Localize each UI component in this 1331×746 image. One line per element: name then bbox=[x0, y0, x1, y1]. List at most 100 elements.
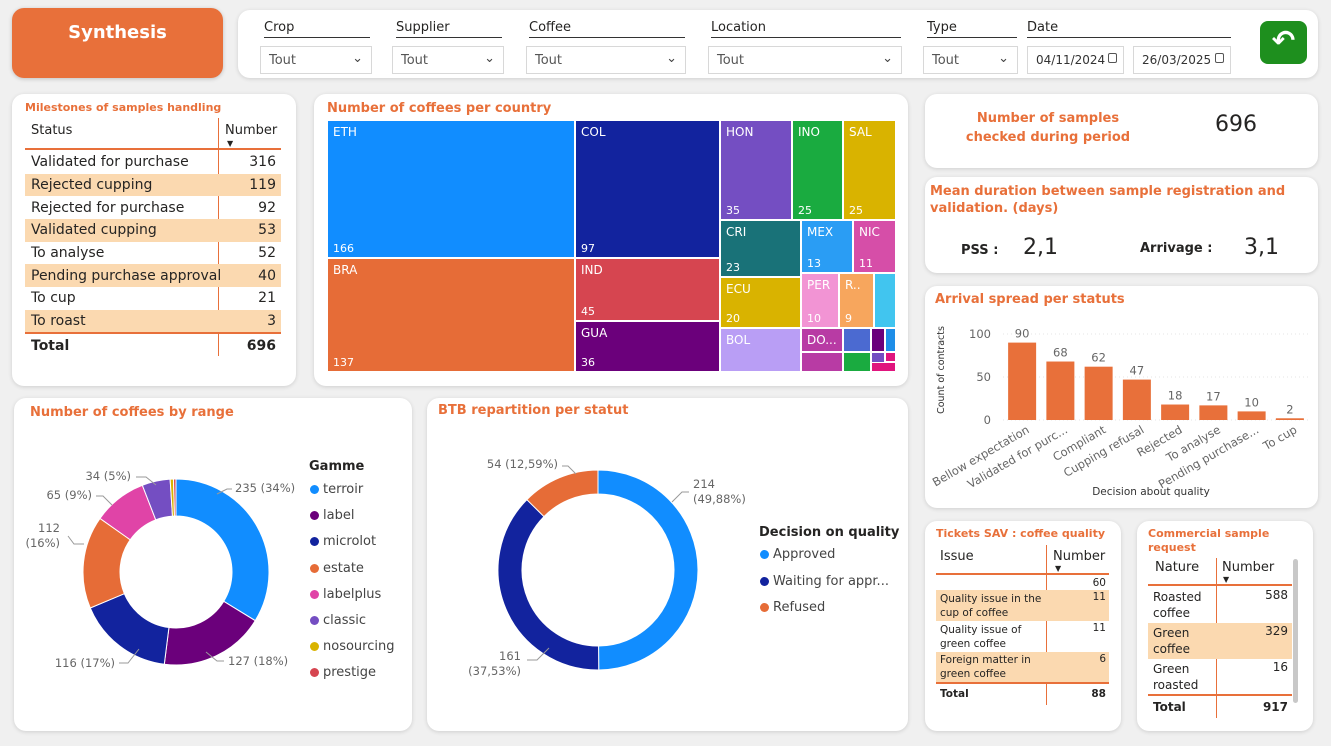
legend-item[interactable]: estate bbox=[310, 561, 364, 576]
type-filter-select[interactable]: Tout ⌄ bbox=[923, 46, 1018, 74]
tile-name: HON bbox=[726, 125, 754, 139]
treemap-tile[interactable]: BOL bbox=[720, 328, 801, 372]
treemap-tile[interactable]: COL 97 bbox=[575, 120, 720, 258]
legend-item[interactable]: Waiting for appr... bbox=[760, 574, 889, 589]
legend-dot bbox=[310, 485, 319, 494]
donut-slice[interactable] bbox=[175, 478, 270, 622]
table-row[interactable]: Foreign matter in green coffee 6 bbox=[936, 652, 1109, 683]
table-row[interactable]: Green coffee 329 bbox=[1148, 623, 1292, 659]
bar[interactable] bbox=[1161, 404, 1190, 420]
donut-slice[interactable] bbox=[89, 593, 170, 665]
bar[interactable] bbox=[1008, 342, 1037, 420]
legend-label: Waiting for appr... bbox=[773, 573, 889, 589]
number-column-header[interactable]: Number bbox=[225, 123, 278, 138]
treemap-tile-small[interactable] bbox=[843, 328, 871, 352]
milestones-title: Milestones of samples handling bbox=[25, 101, 222, 114]
bar[interactable] bbox=[1237, 411, 1266, 420]
bar[interactable] bbox=[1084, 366, 1113, 420]
arrivage-label: Arrivage : bbox=[1140, 241, 1213, 256]
treemap-tile[interactable]: INO 25 bbox=[792, 120, 843, 220]
treemap-tile[interactable]: CRI 23 bbox=[720, 220, 801, 277]
table-row[interactable]: Pending purchase approval 40 bbox=[25, 264, 281, 288]
table-row[interactable]: To roast 3 bbox=[25, 309, 281, 333]
date-to-input[interactable]: 26/03/2025 bbox=[1133, 46, 1231, 74]
bar[interactable] bbox=[1199, 405, 1228, 420]
chevron-down-icon: ⌄ bbox=[998, 51, 1009, 66]
legend-label: microlot bbox=[323, 534, 377, 550]
status-cell: Validated for purchase bbox=[31, 154, 189, 171]
tile-name: ECU bbox=[726, 282, 751, 296]
table-row[interactable]: Quality issue in the cup of coffee 11 bbox=[936, 590, 1109, 621]
date-from-input[interactable]: 04/11/2024 bbox=[1027, 46, 1124, 74]
treemap-tile[interactable]: ECU 20 bbox=[720, 277, 801, 328]
table-row[interactable]: Rejected for purchase 92 bbox=[25, 196, 281, 219]
table-row[interactable]: Green roasted 16 bbox=[1148, 659, 1292, 695]
number-cell: 3 bbox=[267, 312, 276, 329]
treemap-tile[interactable]: DO... bbox=[801, 328, 843, 352]
slice-data-label: (37,53%) bbox=[468, 664, 521, 678]
number-cell: 316 bbox=[249, 154, 276, 171]
legend-item[interactable]: labelplus bbox=[310, 587, 381, 602]
bar[interactable] bbox=[1122, 379, 1151, 420]
treemap-tile-small[interactable] bbox=[843, 352, 871, 372]
total-row: Total 696 bbox=[25, 332, 281, 358]
legend-item[interactable]: terroir bbox=[310, 482, 363, 497]
donut-slice[interactable] bbox=[597, 469, 699, 671]
legend-item[interactable]: microlot bbox=[310, 534, 376, 549]
treemap-tile[interactable]: GUA 36 bbox=[575, 321, 720, 372]
legend-item[interactable]: label bbox=[310, 508, 354, 523]
treemap-tile[interactable]: ETH 166 bbox=[327, 120, 575, 258]
treemap-tile-small[interactable] bbox=[801, 352, 843, 372]
tile-value: 20 bbox=[726, 312, 740, 325]
tile-value: 23 bbox=[726, 261, 740, 274]
treemap-tile-small[interactable] bbox=[871, 328, 885, 352]
treemap-tile[interactable]: SAL 25 bbox=[843, 120, 896, 220]
treemap-tile[interactable]: R.. 9 bbox=[839, 273, 874, 328]
legend-item[interactable]: nosourcing bbox=[310, 639, 394, 654]
number-column-header[interactable]: Number bbox=[1053, 549, 1106, 564]
table-row[interactable]: Quality issue of green coffee 11 bbox=[936, 621, 1109, 652]
scrollbar[interactable] bbox=[1293, 559, 1298, 703]
donut-slice[interactable] bbox=[526, 469, 599, 518]
table-row[interactable]: To analyse 52 bbox=[25, 242, 281, 265]
legend-item[interactable]: prestige bbox=[310, 665, 376, 680]
treemap-tile-small[interactable] bbox=[885, 352, 896, 362]
treemap-tile[interactable]: NIC 11 bbox=[853, 220, 896, 273]
table-row[interactable]: Validated for purchase 316 bbox=[25, 151, 281, 174]
bar-value-label: 17 bbox=[1206, 389, 1221, 403]
table-row[interactable]: Roasted coffee 588 bbox=[1148, 587, 1292, 623]
treemap-tile-small[interactable] bbox=[874, 273, 896, 328]
treemap-tile[interactable]: PER 10 bbox=[801, 273, 839, 328]
location-filter-select[interactable]: Tout ⌄ bbox=[708, 46, 902, 74]
supplier-filter-select[interactable]: Tout ⌄ bbox=[392, 46, 504, 74]
legend-item[interactable]: Refused bbox=[760, 600, 825, 615]
treemap-tile[interactable]: HON 35 bbox=[720, 120, 792, 220]
coffee-filter-select[interactable]: Tout ⌄ bbox=[526, 46, 686, 74]
synthesis-title-button[interactable]: Synthesis bbox=[12, 8, 223, 78]
treemap-title: Number of coffees per country bbox=[327, 101, 552, 116]
total-label: Total bbox=[31, 337, 70, 354]
treemap-tile[interactable]: BRA 137 bbox=[327, 258, 575, 372]
treemap-tile-small[interactable] bbox=[871, 362, 896, 372]
back-button[interactable]: ↶ bbox=[1260, 21, 1307, 64]
table-row[interactable]: Rejected cupping 119 bbox=[25, 173, 281, 197]
treemap-tile[interactable]: IND 45 bbox=[575, 258, 720, 321]
legend-item[interactable]: Approved bbox=[760, 547, 835, 562]
treemap-tile-small[interactable] bbox=[885, 328, 896, 352]
tile-name: CRI bbox=[726, 225, 747, 239]
crop-filter-select[interactable]: Tout ⌄ bbox=[260, 46, 372, 74]
calendar-icon bbox=[1108, 53, 1117, 63]
bar[interactable] bbox=[1046, 361, 1075, 420]
bar[interactable] bbox=[1275, 418, 1304, 420]
treemap-tile[interactable]: MEX 13 bbox=[801, 220, 853, 273]
table-row[interactable]: Validated cupping 53 bbox=[25, 219, 281, 242]
number-column-header[interactable]: Number bbox=[1222, 560, 1275, 575]
table-row[interactable]: To cup 21 bbox=[25, 287, 281, 310]
legend-label: nosourcing bbox=[323, 639, 395, 655]
donut-slice[interactable] bbox=[497, 498, 600, 671]
donut-slice[interactable] bbox=[172, 478, 177, 517]
type-filter-value: Tout bbox=[932, 53, 960, 68]
table-row[interactable]: 60 bbox=[936, 576, 1109, 590]
legend-item[interactable]: classic bbox=[310, 613, 366, 628]
coffee-filter-label: Coffee bbox=[529, 20, 685, 38]
